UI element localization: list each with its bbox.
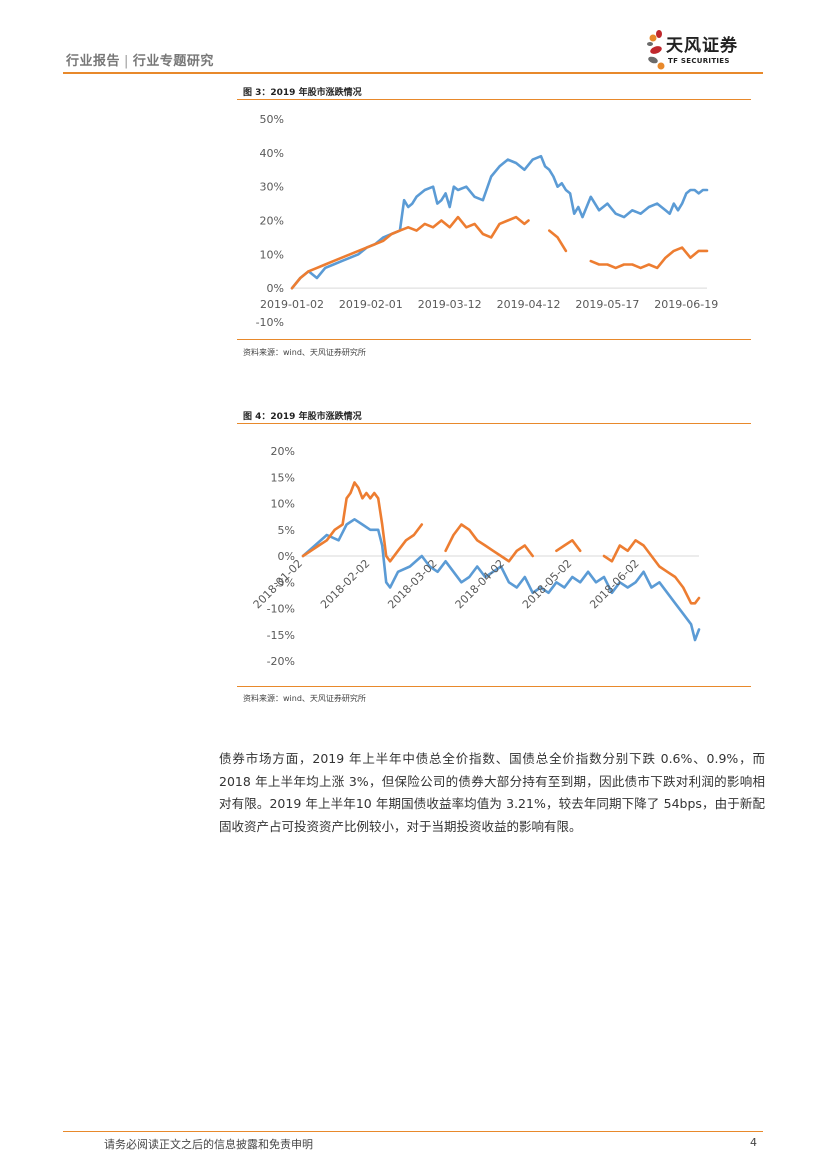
y-tick-label: 30% <box>260 181 284 194</box>
x-tick-label: 2019-06-19 <box>654 298 718 311</box>
figure4-title: 图 4：2019 年股市涨跌情况 <box>243 412 362 422</box>
body-paragraph: 债券市场方面，2019 年上半年中债总全价指数、国债总全价指数分别下跌 0.6%… <box>219 751 765 834</box>
header-separator: | <box>124 54 129 69</box>
y-tick-label: 0% <box>267 282 284 295</box>
x-tick-label: 2019-04-12 <box>497 298 561 311</box>
y-tick-label: -10% <box>256 316 284 329</box>
y-tick-label: 10% <box>260 248 284 261</box>
series-line-orange <box>290 215 530 290</box>
x-tick-label: 2018-04-02 <box>453 557 507 611</box>
y-tick-label: 15% <box>271 471 295 484</box>
y-tick-label: -10% <box>267 603 295 616</box>
series-line-blue <box>301 518 701 642</box>
y-tick-label: 20% <box>271 445 295 458</box>
x-tick-label: 2019-02-01 <box>339 298 403 311</box>
page-number: 4 <box>750 1136 757 1149</box>
series-line-orange <box>555 539 582 553</box>
x-tick-label: 2019-03-12 <box>418 298 482 311</box>
series-line-orange <box>444 523 535 563</box>
y-tick-label: 10% <box>271 498 295 511</box>
series-line-orange <box>602 539 701 605</box>
x-tick-label: 2019-01-02 <box>260 298 324 311</box>
figure4-bottom-rule <box>237 686 751 687</box>
logo-text-en: TF SECURITIES <box>668 57 730 65</box>
figure3-bottom-rule <box>237 339 751 340</box>
figure4-top-rule <box>237 423 751 424</box>
figure3-top-rule <box>237 99 751 100</box>
figure3-chart: 50% 40% 30% 20% 10% 0% -10% 2019-01-02 2019-02-0… <box>256 113 719 329</box>
y-tick-label: -5% <box>274 576 295 589</box>
figure4-chart: 20%15%10%5%0%-5%-10%-15%-20%2018-01-02 20… <box>251 445 701 668</box>
logo-text-cn: 天风证券 <box>666 36 738 56</box>
x-tick-label: 2019-05-17 <box>575 298 639 311</box>
series-line-orange <box>589 246 709 270</box>
footer-disclaimer: 请务必阅读正文之后的信息披露和免责申明 <box>104 1138 313 1151</box>
series-line-orange <box>547 229 568 253</box>
figure4-source: 资料来源：wind、天风证券研究所 <box>243 694 366 703</box>
series-line-orange <box>301 481 424 563</box>
header-divider <box>63 72 763 74</box>
header-breadcrumb: 行业报告 | 行业专题研究 <box>66 50 214 69</box>
y-tick-label: 20% <box>260 215 284 228</box>
y-tick-label: 40% <box>260 147 284 160</box>
y-tick-label: -15% <box>267 629 295 642</box>
series-line-blue <box>290 154 709 290</box>
y-tick-label: 0% <box>278 550 295 563</box>
footer-divider <box>63 1131 763 1132</box>
figure3-source: 资料来源：wind、天风证券研究所 <box>243 348 366 357</box>
figure3-title: 图 3：2019 年股市涨跌情况 <box>243 88 362 98</box>
y-tick-label: 5% <box>278 524 295 537</box>
company-logo-icon <box>647 30 665 70</box>
y-tick-label: -20% <box>267 655 295 668</box>
y-tick-label: 50% <box>260 113 284 126</box>
header-subcategory: 行业专题研究 <box>132 54 214 69</box>
x-tick-label: 2018-02-02 <box>318 557 372 611</box>
header-category: 行业报告 <box>66 54 121 69</box>
